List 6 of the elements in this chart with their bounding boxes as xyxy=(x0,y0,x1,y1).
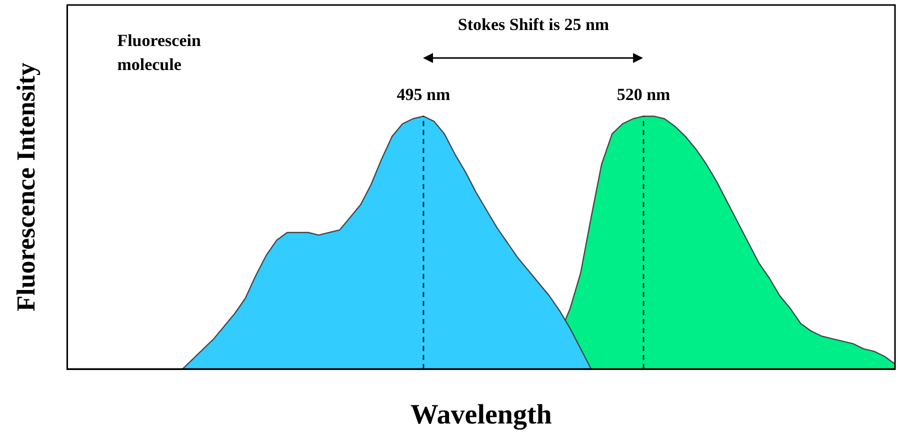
text: Stokes Shift is 25 nm xyxy=(458,14,610,34)
text: 520 nm xyxy=(616,85,670,104)
y-axis-title: Fluorescence Intensity xyxy=(11,62,40,312)
x-axis-title: Wavelength xyxy=(410,399,552,430)
text: Fluorescein molecule xyxy=(117,30,202,74)
text: 495 nm xyxy=(396,85,450,104)
